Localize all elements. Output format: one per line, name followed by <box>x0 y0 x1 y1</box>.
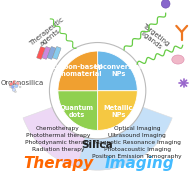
Ellipse shape <box>172 55 184 64</box>
Text: Optical Imaging
Ultrasound Imaging
Magnetic Resonance Imaging
Photoacoustic Imag: Optical Imaging Ultrasound Imaging Magne… <box>93 126 182 159</box>
Circle shape <box>15 84 18 88</box>
Text: Therapy: Therapy <box>23 156 93 171</box>
Text: Chemotherapy
Photothermal therapy
Photodynamic therapy
Radiation therapy: Chemotherapy Photothermal therapy Photod… <box>25 126 91 152</box>
Circle shape <box>13 81 16 84</box>
Circle shape <box>12 88 16 91</box>
FancyBboxPatch shape <box>42 46 50 59</box>
Circle shape <box>11 85 14 89</box>
Circle shape <box>49 43 146 139</box>
Wedge shape <box>23 91 118 170</box>
Wedge shape <box>58 51 98 91</box>
Wedge shape <box>98 51 137 91</box>
Text: Organosilica: Organosilica <box>0 80 44 86</box>
Text: Metallic
NPs: Metallic NPs <box>103 105 133 118</box>
Circle shape <box>10 82 13 86</box>
Text: Quantum
dots: Quantum dots <box>60 105 94 118</box>
FancyBboxPatch shape <box>47 46 56 59</box>
Circle shape <box>15 91 16 93</box>
Wedge shape <box>77 91 172 170</box>
Text: Therapeutic
agents: Therapeutic agents <box>28 17 69 53</box>
Wedge shape <box>98 91 137 130</box>
Circle shape <box>19 86 21 88</box>
Text: Carbon-based
nanomaterial: Carbon-based nanomaterial <box>51 64 103 77</box>
Text: Imaging: Imaging <box>104 156 174 171</box>
Text: Targeting
ligands: Targeting ligands <box>137 23 170 53</box>
FancyBboxPatch shape <box>37 46 45 59</box>
Circle shape <box>16 82 19 85</box>
Circle shape <box>15 81 16 83</box>
Circle shape <box>161 0 170 8</box>
Text: Silica: Silica <box>82 140 113 150</box>
FancyBboxPatch shape <box>53 46 61 59</box>
Wedge shape <box>58 91 98 130</box>
Text: Upconversion
NPs: Upconversion NPs <box>93 64 143 77</box>
Circle shape <box>10 86 12 88</box>
